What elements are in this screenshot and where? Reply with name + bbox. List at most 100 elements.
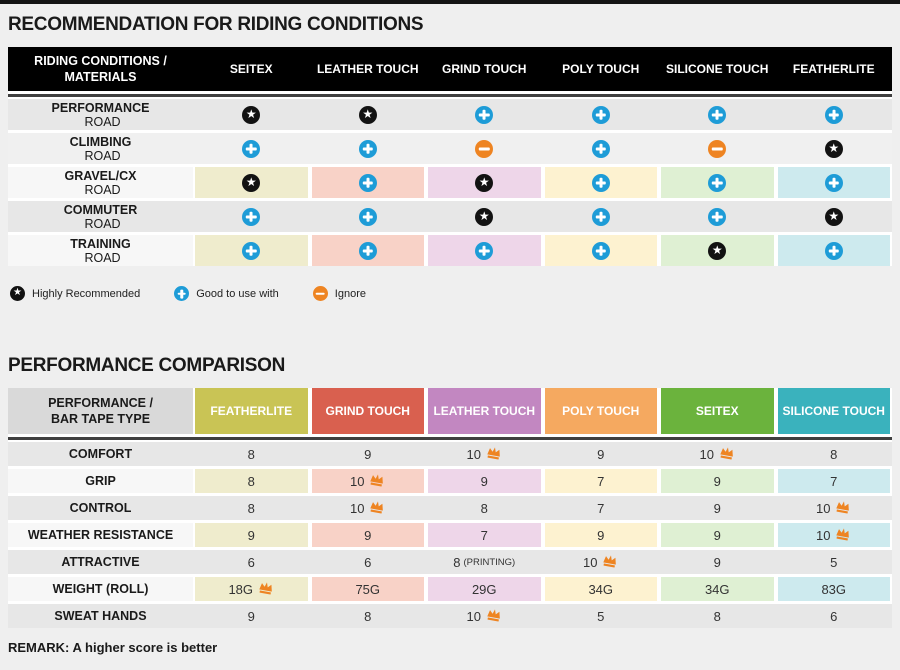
score-value: 9 xyxy=(364,446,372,462)
column-header-poly-touch: POLY TOUCH xyxy=(562,62,640,76)
plus-icon xyxy=(358,139,377,158)
score-value: 9 xyxy=(597,527,605,543)
top-border-strip xyxy=(0,0,900,4)
riding-header-label-line2: MATERIALS xyxy=(64,70,137,84)
row-label: COMMUTER ROAD xyxy=(8,201,193,232)
score-value: 9 xyxy=(247,527,255,543)
recommendation-cell xyxy=(426,99,543,130)
star-icon: ★ xyxy=(708,241,727,260)
star-icon: ★ xyxy=(475,207,494,226)
legend-item-plus: Good to use with xyxy=(174,286,279,301)
score-value: 5 xyxy=(597,608,605,624)
score-cell: 10 xyxy=(426,604,543,628)
score-cell: 9 xyxy=(310,442,427,466)
score-cell: 29G xyxy=(426,577,543,601)
score-value: 7 xyxy=(597,500,605,516)
crown-icon xyxy=(834,526,852,543)
score-cell: 5 xyxy=(543,604,660,628)
score-value: 7 xyxy=(597,473,605,489)
recommendation-cell xyxy=(193,201,310,232)
score-cell: 10 xyxy=(659,442,776,466)
score-value: 75G xyxy=(355,581,381,597)
score-cell: 9 xyxy=(659,496,776,520)
performance-table-row: SWEAT HANDS 9 8 10 5 8 6 xyxy=(8,604,892,628)
score-value: 10 xyxy=(699,446,714,462)
plus-icon xyxy=(591,173,610,192)
recommendation-cell xyxy=(776,99,893,130)
score-cell: 9 xyxy=(426,469,543,493)
row-label-text: GRIP xyxy=(85,474,116,488)
row-label: GRAVEL/CX ROAD xyxy=(8,167,193,198)
score-cell: 8 xyxy=(426,496,543,520)
row-label: GRIP xyxy=(8,469,193,493)
header-separator-line xyxy=(8,437,892,440)
row-label-text: WEATHER RESISTANCE xyxy=(27,528,174,542)
plus-icon xyxy=(591,105,610,124)
score-value: 9 xyxy=(713,554,721,570)
crown-icon xyxy=(718,445,736,462)
score-cell: 34G xyxy=(542,577,659,601)
column-header-silicone-touch: SILICONE TOUCH xyxy=(775,388,892,434)
score-value: 8 xyxy=(713,608,721,624)
row-label-rest: ROAD xyxy=(84,148,121,163)
crown-icon xyxy=(601,553,619,570)
star-icon: ★ xyxy=(242,105,261,124)
score-value: 10 xyxy=(350,500,365,516)
row-label-rest: ROAD xyxy=(84,182,121,197)
score-cell: 9 xyxy=(193,604,310,628)
recommendation-cell: ★ xyxy=(776,133,893,164)
row-label-text: ATTRACTIVE xyxy=(61,555,140,569)
recommendation-cell xyxy=(659,201,776,232)
plus-icon xyxy=(358,241,377,260)
score-value: 8 xyxy=(830,446,838,462)
plus-icon xyxy=(242,139,261,158)
plus-icon xyxy=(824,105,843,124)
crown-icon xyxy=(257,580,275,597)
recommendation-cell: ★ xyxy=(193,167,310,198)
score-cell: 10 xyxy=(309,469,426,493)
minus-icon xyxy=(312,286,328,301)
recommendation-cell xyxy=(426,235,543,266)
recommendation-cell: ★ xyxy=(193,99,310,130)
minus-icon xyxy=(475,139,494,158)
legend-label: Ignore xyxy=(334,287,366,300)
recommendation-cell xyxy=(310,201,427,232)
performance-header-label-line1: PERFORMANCE / xyxy=(48,395,153,410)
score-value: 9 xyxy=(597,446,605,462)
icon-legend: ★ Highly Recommended Good to use with Ignor… xyxy=(10,286,900,301)
plus-icon xyxy=(475,241,494,260)
plus-icon xyxy=(708,207,727,226)
column-header-seitex: SEITEX xyxy=(659,388,776,434)
row-label-bold: GRAVEL/CX xyxy=(64,168,137,183)
score-cell: 18G xyxy=(193,577,310,601)
plus-icon xyxy=(358,173,377,192)
row-label: TRAINING ROAD xyxy=(8,235,193,266)
row-label: SWEAT HANDS xyxy=(8,604,193,628)
score-value: 34G xyxy=(588,581,614,597)
column-header-featherlite: FEATHERLITE xyxy=(792,62,875,76)
riding-header-label: RIDING CONDITIONS / MATERIALS xyxy=(8,47,193,91)
recommendation-cell xyxy=(542,167,659,198)
score-value: 18G xyxy=(228,581,254,597)
score-note: (PRINTING) xyxy=(463,556,516,568)
performance-comparison-title: PERFORMANCE COMPARISON xyxy=(8,355,285,376)
score-value: 5 xyxy=(830,554,838,570)
score-cell: 7 xyxy=(542,469,659,493)
score-cell: 8 xyxy=(776,442,893,466)
score-cell: 8 xyxy=(193,496,310,520)
score-value: 34G xyxy=(704,581,730,597)
row-label: CLIMBING ROAD xyxy=(8,133,193,164)
plus-icon xyxy=(358,207,377,226)
score-cell: 5 xyxy=(776,550,893,574)
score-cell: 9 xyxy=(309,523,426,547)
crown-icon xyxy=(834,499,852,516)
plus-icon xyxy=(242,241,261,260)
recommendation-cell xyxy=(543,201,660,232)
column-header-grind-touch: GRIND TOUCH xyxy=(309,388,426,434)
recommendation-cell xyxy=(193,235,310,266)
row-label-bold: TRAINING xyxy=(70,236,131,251)
score-cell: 8 (PRINTING) xyxy=(426,550,543,574)
plus-icon xyxy=(591,139,610,158)
row-label-rest: ROAD xyxy=(84,250,121,265)
